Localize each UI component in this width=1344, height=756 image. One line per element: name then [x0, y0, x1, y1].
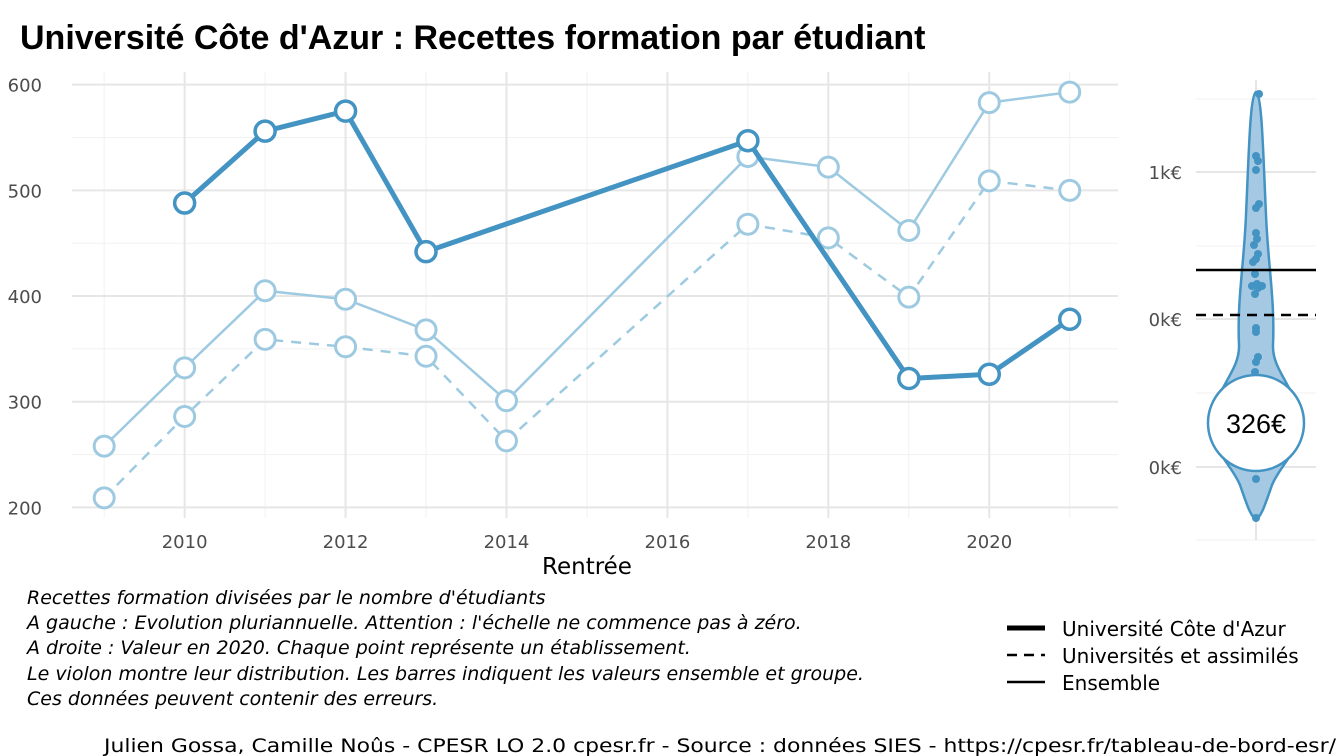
data-point — [334, 335, 358, 359]
data-point — [897, 285, 921, 309]
data-point — [414, 344, 438, 368]
data-point — [92, 434, 116, 458]
data-point — [494, 429, 518, 453]
grid-minor — [72, 72, 1118, 518]
value-badge-label: 326€ — [1226, 409, 1286, 439]
series-2 — [92, 80, 1082, 458]
x-tick-label: 2020 — [966, 532, 1012, 553]
series-line — [182, 108, 1072, 381]
series-0 — [172, 99, 1082, 391]
violin-point — [1252, 328, 1260, 336]
note-line: Le violon montre leur distribution. Les … — [27, 663, 864, 685]
data-point — [414, 318, 438, 342]
data-point — [977, 169, 1001, 193]
data-point — [334, 287, 358, 311]
grid-major — [72, 72, 1118, 518]
data-point — [333, 99, 358, 123]
violin-panel: 1k€ 0k€ 0k€ 326€ — [1149, 80, 1316, 541]
violin-point — [1252, 358, 1260, 366]
y-tick-label: 600 — [8, 76, 42, 97]
x-axis: 2010 2012 2014 2016 2018 2020 — [162, 532, 1012, 553]
violin-point — [1252, 166, 1260, 174]
series-1 — [92, 169, 1082, 510]
note-line: Ces données peuvent contenir des erreurs… — [27, 688, 438, 710]
data-point — [92, 486, 116, 510]
legend-label: Université Côte d'Azur — [1062, 617, 1286, 641]
chart-title: Université Côte d'Azur : Recettes format… — [20, 19, 925, 57]
data-point — [1058, 80, 1082, 104]
data-point — [816, 226, 840, 250]
data-point — [173, 356, 197, 380]
data-point — [1058, 178, 1082, 202]
x-tick-label: 2018 — [805, 532, 851, 553]
legend-label: Ensemble — [1062, 671, 1160, 695]
data-point — [172, 191, 197, 215]
violin-point — [1251, 270, 1259, 278]
data-point — [897, 219, 921, 243]
x-tick-label: 2010 — [162, 532, 208, 553]
violin-point — [1252, 475, 1260, 483]
data-point — [494, 389, 518, 413]
data-point — [1057, 307, 1082, 332]
note-line: Recettes formation divisées par le nombr… — [27, 587, 546, 609]
data-point — [736, 212, 760, 236]
x-tick-label: 2012 — [323, 532, 369, 553]
violin-y-tick-label: 1k€ — [1149, 163, 1182, 184]
data-point — [173, 405, 197, 429]
data-point — [253, 327, 277, 351]
violin-y-tick-label: 0k€ — [1149, 458, 1182, 479]
x-axis-title: Rentrée — [542, 554, 632, 580]
legend: Université Côte d'Azur Universités et as… — [1007, 617, 1299, 695]
violin-point — [1252, 204, 1260, 212]
x-tick-label: 2014 — [484, 532, 530, 553]
series-layer — [92, 80, 1082, 510]
violin-point — [1249, 258, 1257, 266]
violin-point — [1252, 514, 1260, 522]
data-point — [897, 366, 921, 391]
y-axis: 200 300 400 500 600 — [8, 76, 42, 520]
data-point — [414, 239, 438, 264]
x-tick-label: 2016 — [645, 532, 691, 553]
note-line: A gauche : Evolution pluriannuelle. Atte… — [25, 612, 802, 634]
note-line: A droite : Valeur en 2020. Chaque point … — [25, 637, 691, 659]
violin-y-tick-label: 0k€ — [1149, 310, 1182, 331]
y-tick-label: 300 — [8, 393, 42, 414]
violin-point — [1253, 235, 1261, 243]
main-plot-area: 200 300 400 500 600 2010 2012 2014 2016 2018 2020 — [8, 72, 1118, 553]
violin-point — [1251, 290, 1259, 298]
data-point — [816, 155, 840, 179]
source-caption: Julien Gossa, Camille Noûs - CPESR LO 2.… — [103, 735, 1337, 756]
violin-point — [1250, 241, 1258, 249]
data-point — [736, 128, 760, 153]
y-tick-label: 200 — [8, 498, 42, 519]
y-tick-label: 400 — [8, 287, 42, 308]
data-point — [977, 362, 1002, 387]
legend-label: Universités et assimilés — [1062, 644, 1299, 668]
violin-point — [1255, 90, 1263, 98]
y-tick-label: 500 — [8, 181, 42, 202]
data-point — [253, 279, 277, 303]
value-badge — [1206, 373, 1306, 473]
data-point — [977, 91, 1001, 115]
notes-block: Recettes formation divisées par le nombr… — [25, 587, 864, 710]
violin-points — [1248, 90, 1266, 522]
violin-point — [1254, 157, 1262, 165]
data-point — [253, 119, 277, 143]
violin-point — [1258, 282, 1266, 290]
violin-point — [1252, 229, 1260, 237]
